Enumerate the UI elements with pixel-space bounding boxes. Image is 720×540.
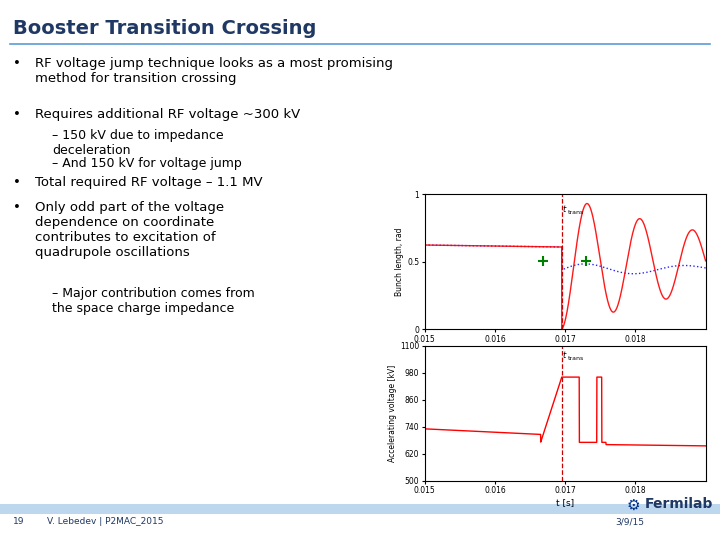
Text: Fermilab: Fermilab — [644, 497, 713, 511]
Text: – And 150 kV for voltage jump: – And 150 kV for voltage jump — [52, 157, 242, 170]
Text: – 150 kV due to impedance
deceleration: – 150 kV due to impedance deceleration — [52, 129, 223, 157]
Text: RF voltage jump technique looks as a most promising
method for transition crossi: RF voltage jump technique looks as a mos… — [35, 57, 392, 85]
Text: •: • — [13, 57, 21, 70]
Text: ⚙: ⚙ — [626, 498, 640, 513]
Text: – Major contribution comes from
the space charge impedance: – Major contribution comes from the spac… — [52, 287, 255, 315]
Text: Only odd part of the voltage
dependence on coordinate
contributes to excitation : Only odd part of the voltage dependence … — [35, 201, 224, 259]
Y-axis label: Accelerating voltage [kV]: Accelerating voltage [kV] — [388, 364, 397, 462]
Text: Booster Transition Crossing: Booster Transition Crossing — [13, 19, 316, 38]
Text: •: • — [13, 108, 21, 121]
Text: trans: trans — [567, 210, 583, 215]
Text: Requires additional RF voltage ~300 kV: Requires additional RF voltage ~300 kV — [35, 108, 300, 121]
Text: $t$: $t$ — [562, 202, 567, 213]
Text: Total required RF voltage – 1.1 MV: Total required RF voltage – 1.1 MV — [35, 176, 262, 189]
Text: 3/9/15: 3/9/15 — [616, 517, 644, 526]
Bar — [0, 504, 720, 514]
Text: 19: 19 — [13, 517, 24, 526]
Y-axis label: Bunch length, rad: Bunch length, rad — [395, 228, 405, 296]
X-axis label: t [s]: t [s] — [556, 498, 575, 507]
Text: trans: trans — [567, 356, 583, 361]
Text: •: • — [13, 176, 21, 189]
Text: V. Lebedev | P2MAC_2015: V. Lebedev | P2MAC_2015 — [47, 517, 163, 526]
Text: •: • — [13, 201, 21, 214]
Text: $t$: $t$ — [562, 349, 567, 360]
